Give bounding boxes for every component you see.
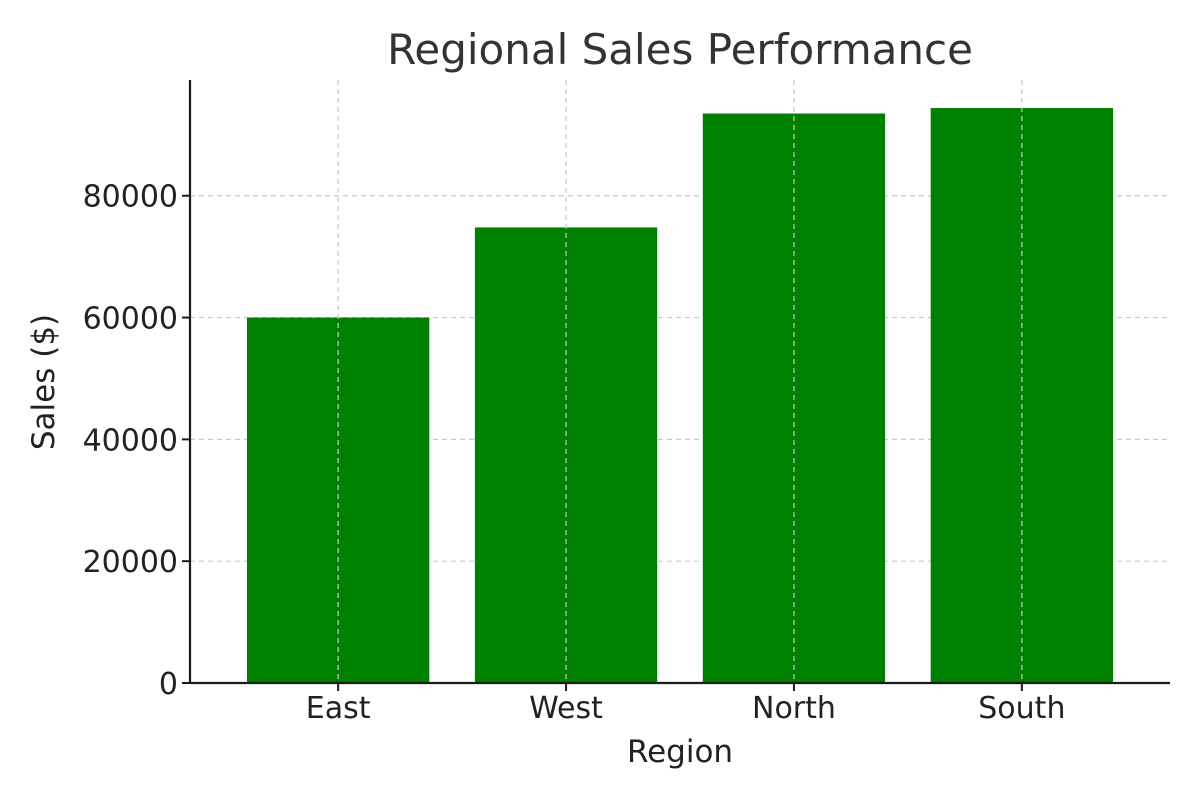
y-tick-label: 0 bbox=[159, 667, 178, 702]
bar-west bbox=[474, 227, 658, 683]
x-tick-label: North bbox=[752, 691, 836, 726]
x-tick-label: South bbox=[978, 691, 1065, 726]
y-axis-label: Sales ($) bbox=[26, 314, 62, 450]
x-tick-label: West bbox=[529, 691, 603, 726]
y-tick-label: 40000 bbox=[83, 423, 178, 458]
y-axis-ticks: 0 20000 40000 60000 80000 bbox=[83, 180, 190, 702]
axes bbox=[188, 80, 1170, 685]
x-axis-ticks: East West North South bbox=[306, 683, 1065, 726]
x-axis-label: Region bbox=[627, 734, 733, 770]
y-tick-label: 60000 bbox=[83, 302, 178, 337]
chart-title: Regional Sales Performance bbox=[387, 25, 973, 74]
y-tick-label: 20000 bbox=[83, 545, 178, 580]
y-tick-label: 80000 bbox=[83, 180, 178, 215]
x-tick-label: East bbox=[306, 691, 371, 726]
bars bbox=[246, 80, 1114, 683]
